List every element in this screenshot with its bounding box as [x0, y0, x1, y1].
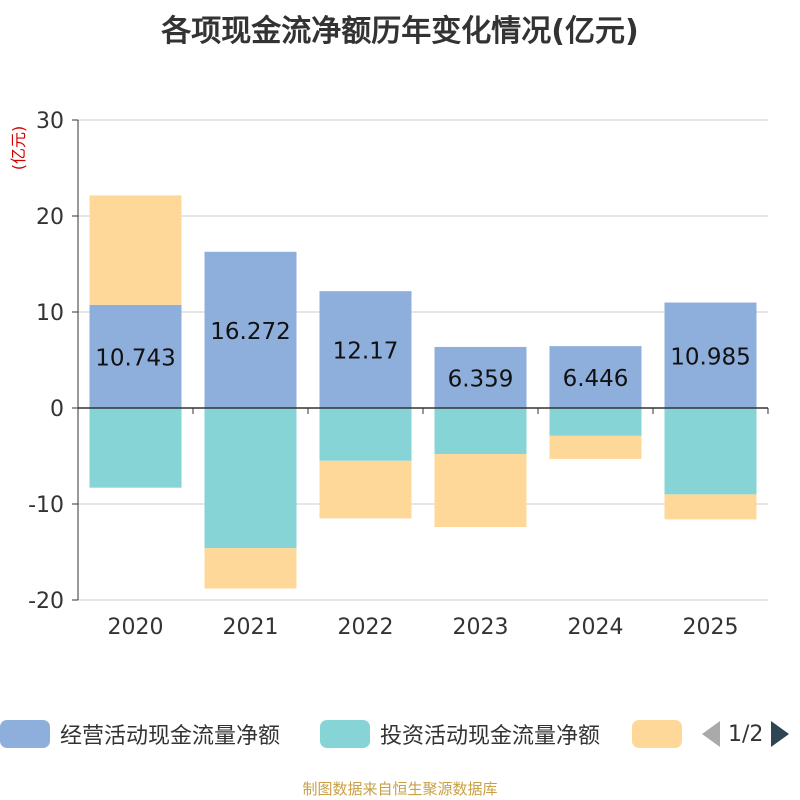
bar-financing-2023 — [434, 454, 527, 528]
legend-swatch-investing — [320, 720, 370, 748]
y-tick-label: 30 — [36, 109, 64, 134]
bar-operating-2024 — [549, 346, 642, 408]
data-label: 10.985 — [670, 344, 750, 370]
bar-operating-2020 — [89, 304, 182, 408]
data-label: 12.17 — [333, 339, 399, 365]
legend-label-investing: 投资活动现金流量净额 — [380, 724, 601, 749]
y-tick-label: 10 — [36, 301, 64, 326]
bar-chart: -20 -10 0 10 20 30 (亿元) 10.743 16.272 12.17 6.359 6… — [9, 109, 769, 640]
bar-investing-2024 — [549, 408, 642, 436]
bar-operating-2021 — [204, 251, 297, 408]
data-label: 10.743 — [95, 345, 175, 371]
prev-page-icon[interactable] — [702, 721, 720, 747]
bar-financing-2024 — [549, 435, 642, 459]
y-tick-label: 0 — [50, 397, 64, 422]
x-tick-label: 2023 — [453, 615, 509, 640]
legend-item-operating[interactable]: 经营活动现金流量净额 — [0, 716, 280, 752]
y-tick-label: -20 — [28, 589, 64, 614]
bar-financing-2020 — [89, 195, 182, 305]
next-page-icon[interactable] — [771, 721, 790, 747]
legend-item-financing[interactable] — [632, 716, 692, 752]
legend-page-indicator: 1/2 — [728, 721, 764, 747]
y-tick-label: -10 — [28, 493, 64, 518]
legend-pager: 1/2 — [702, 716, 790, 752]
bar-investing-2022 — [319, 408, 412, 461]
data-label: 16.272 — [210, 319, 290, 345]
x-tick-label: 2022 — [338, 615, 394, 640]
legend-item-investing[interactable]: 投资活动现金流量净额 — [320, 716, 600, 752]
bar-investing-2025 — [664, 408, 757, 495]
legend: 经营活动现金流量净额 投资活动现金流量净额 — [0, 716, 800, 752]
x-tick-label: 2025 — [683, 615, 739, 640]
x-tick-label: 2020 — [108, 615, 164, 640]
y-tick-label: 20 — [36, 205, 64, 230]
bar-operating-2025 — [664, 302, 757, 408]
bar-financing-2022 — [319, 460, 412, 519]
y-axis-label: (亿元) — [9, 126, 28, 171]
data-source-note: 制图数据来自恒生聚源数据库 — [302, 780, 498, 798]
legend-swatch-operating — [0, 720, 50, 748]
x-tick-label: 2021 — [223, 615, 279, 640]
legend-swatch-financing — [632, 720, 682, 748]
bar-operating-2022 — [319, 291, 412, 408]
bar-investing-2021 — [204, 408, 297, 549]
bar-investing-2020 — [89, 408, 182, 488]
bar-investing-2023 — [434, 408, 527, 455]
x-tick-label: 2024 — [568, 615, 624, 640]
data-label: 6.446 — [563, 366, 629, 392]
data-label: 6.359 — [448, 366, 514, 392]
bar-financing-2025 — [664, 494, 757, 520]
bar-financing-2021 — [204, 548, 297, 589]
bar-operating-2023 — [434, 346, 527, 408]
legend-label-operating: 经营活动现金流量净额 — [60, 724, 281, 749]
chart-title: 各项现金流净额历年变化情况(亿元) — [161, 14, 639, 49]
